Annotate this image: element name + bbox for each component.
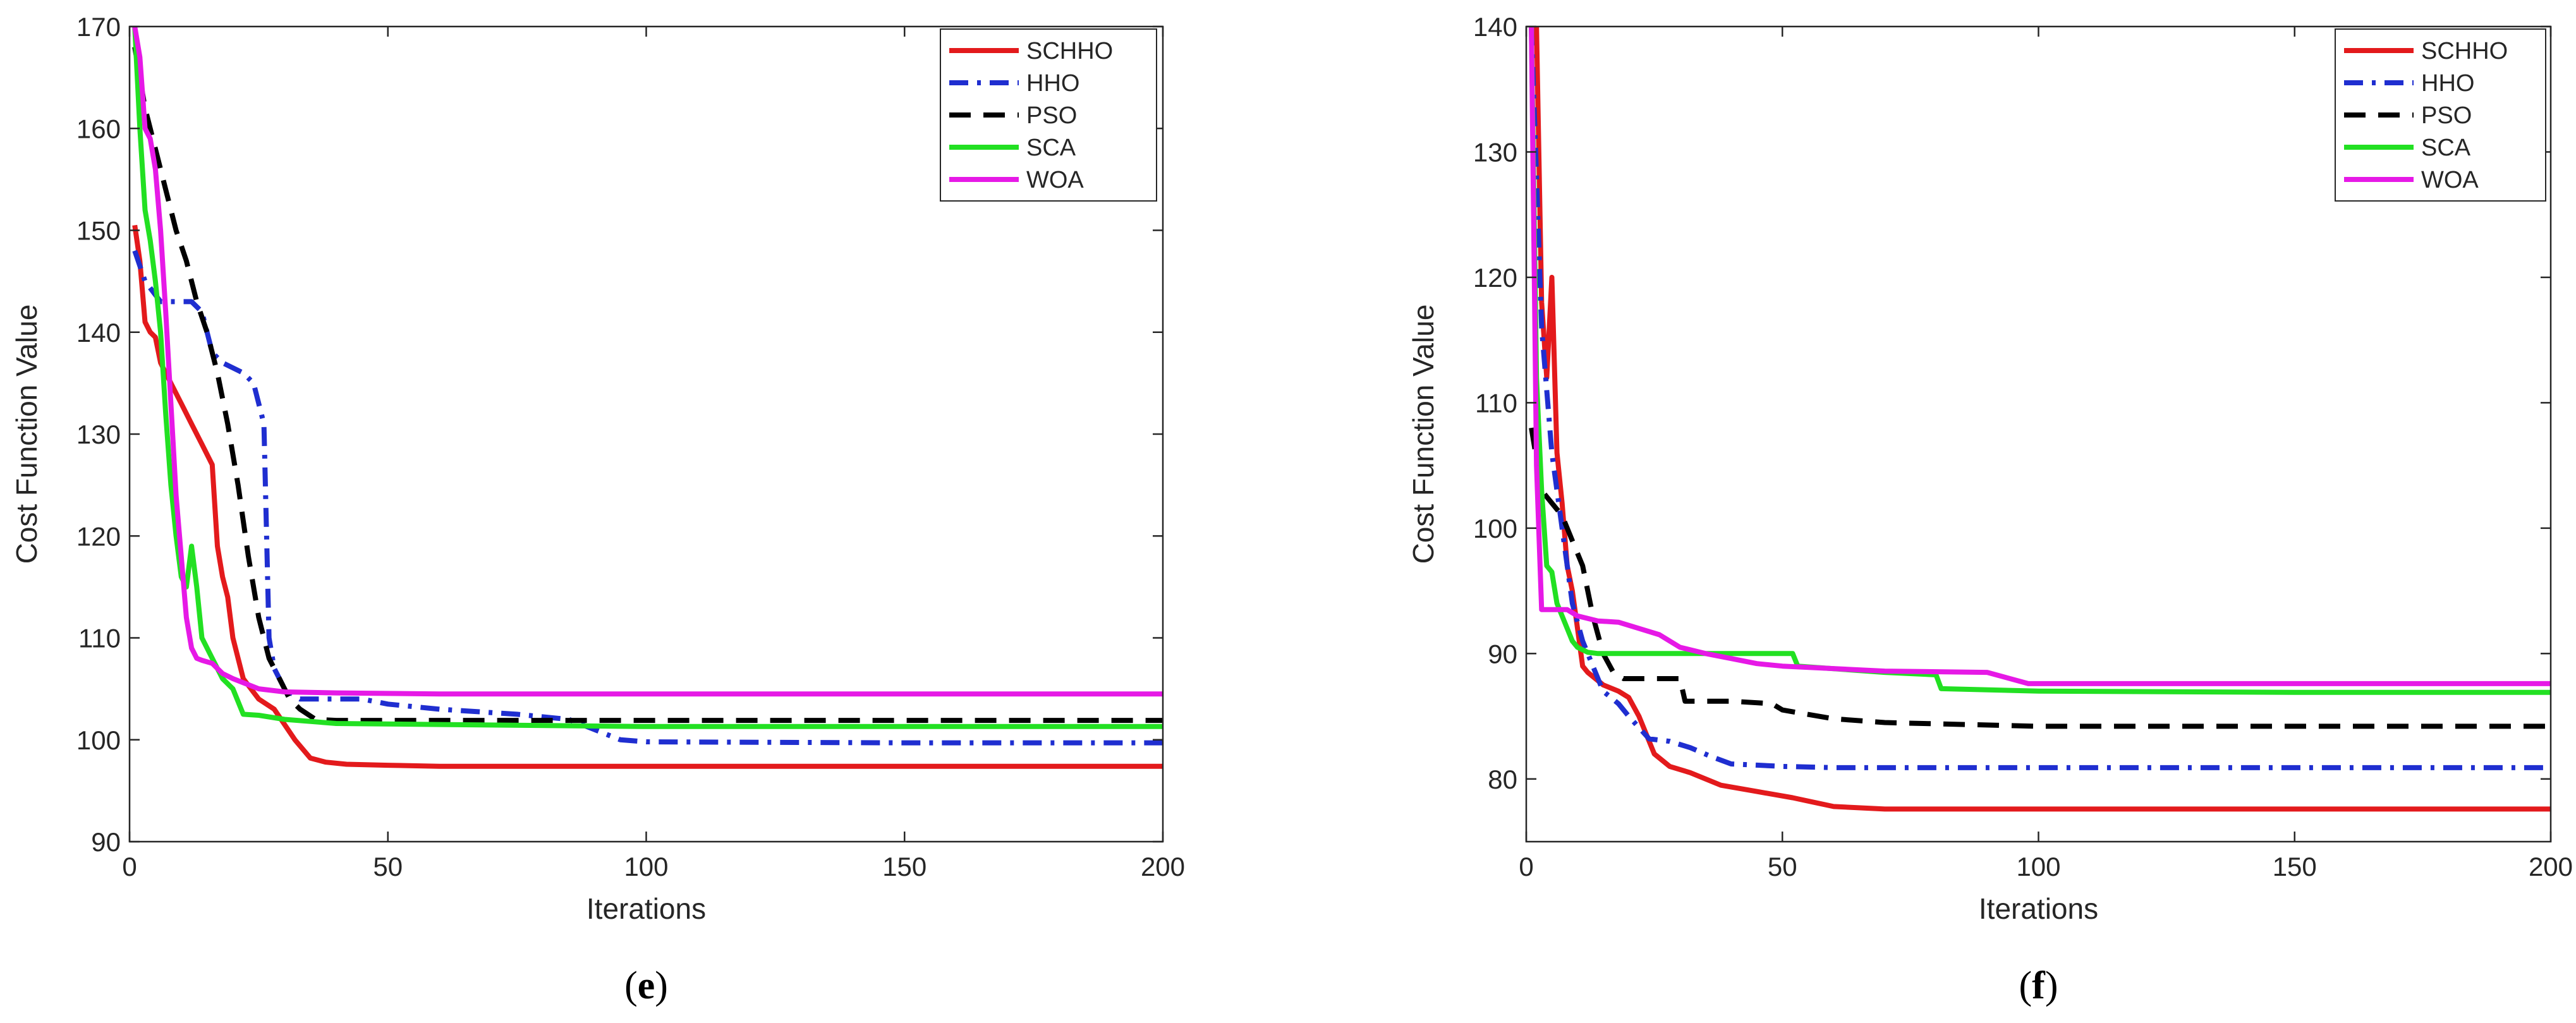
legend: SCHHO HHO PSO SCA WOA bbox=[2335, 28, 2546, 202]
x-tick-label: 100 bbox=[624, 852, 668, 881]
y-tick-label: 90 bbox=[1488, 639, 1517, 669]
y-axis-label: Cost Function Value bbox=[1407, 305, 1440, 564]
y-tick-label: 120 bbox=[76, 521, 121, 551]
y-tick-label: 120 bbox=[1473, 263, 1517, 293]
caption-open: ( bbox=[624, 964, 638, 1007]
y-tick-label: 100 bbox=[1473, 514, 1517, 543]
y-tick-label: 130 bbox=[76, 420, 121, 449]
legend-label-pso: PSO bbox=[2421, 102, 2472, 129]
caption-close: ) bbox=[2045, 964, 2058, 1007]
y-tick-label: 90 bbox=[91, 827, 121, 857]
caption-letter: e bbox=[638, 964, 655, 1007]
y-tick-label: 80 bbox=[1488, 765, 1517, 794]
caption-close: ) bbox=[655, 964, 668, 1007]
y-tick-label: 110 bbox=[1475, 388, 1517, 418]
caption-letter: f bbox=[2032, 964, 2046, 1007]
x-axis-label: Iterations bbox=[1979, 892, 2098, 925]
legend-box bbox=[2335, 28, 2546, 202]
legend: SCHHO HHO PSO SCA WOA bbox=[940, 28, 1157, 202]
x-tick-label: 200 bbox=[2529, 852, 2573, 881]
legend-label-woa: WOA bbox=[2421, 167, 2479, 193]
x-tick-label: 100 bbox=[2016, 852, 2060, 881]
legend-label-hho: HHO bbox=[1026, 70, 1079, 97]
legend-label-sca: SCA bbox=[1026, 135, 1076, 161]
legend-box bbox=[940, 28, 1157, 202]
series-line-pso bbox=[1529, 427, 2551, 729]
chart-panel-e: 0 50 100 150 200 90 100 110 120 130 140 150 160 170 It… bbox=[10, 12, 1185, 1007]
y-tick-label: 160 bbox=[76, 114, 121, 143]
series-line-sca bbox=[132, 27, 1163, 729]
series-line-woa bbox=[132, 27, 1163, 697]
series-line-schho bbox=[132, 224, 1163, 769]
legend-label-pso: PSO bbox=[1026, 102, 1077, 129]
panel-caption: (e) bbox=[624, 964, 668, 1007]
chart-panel-f: 0 50 100 150 200 80 90 100 110 120 130 140 Iteration… bbox=[1407, 12, 2573, 1007]
y-axis-label: Cost Function Value bbox=[10, 305, 43, 564]
series-group bbox=[1529, 27, 2551, 812]
y-tick-label: 150 bbox=[76, 216, 121, 246]
series-line-sca bbox=[1529, 27, 2551, 695]
panel-caption: (f) bbox=[2019, 964, 2058, 1007]
series-group bbox=[132, 27, 1163, 769]
x-axis-label: Iterations bbox=[586, 892, 706, 925]
x-tick-label: 0 bbox=[122, 852, 137, 881]
legend-label-hho: HHO bbox=[2421, 70, 2474, 97]
series-line-woa bbox=[1529, 27, 2551, 686]
x-tick-label: 150 bbox=[882, 852, 927, 881]
y-tick-label: 130 bbox=[1473, 137, 1517, 167]
x-tick-label: 150 bbox=[2273, 852, 2317, 881]
legend-label-woa: WOA bbox=[1026, 167, 1084, 193]
x-tick-label: 0 bbox=[1519, 852, 1533, 881]
y-tick-label: 110 bbox=[78, 624, 121, 653]
x-tick-label: 50 bbox=[1768, 852, 1797, 881]
y-tick-label: 100 bbox=[76, 725, 121, 755]
y-tick-label: 140 bbox=[1473, 12, 1517, 42]
x-tick-label: 200 bbox=[1141, 852, 1185, 881]
y-tick-label: 170 bbox=[76, 12, 121, 42]
x-tick-label: 50 bbox=[373, 852, 403, 881]
series-line-hho bbox=[132, 250, 1163, 746]
legend-label-schho: SCHHO bbox=[2421, 38, 2508, 64]
legend-label-schho: SCHHO bbox=[1026, 38, 1113, 64]
caption-open: ( bbox=[2019, 964, 2032, 1007]
series-line-schho bbox=[1534, 27, 2551, 812]
series-line-pso bbox=[132, 46, 1163, 723]
y-tick-label: 140 bbox=[76, 318, 121, 348]
series-line-hho bbox=[1529, 27, 2551, 770]
legend-label-sca: SCA bbox=[2421, 135, 2471, 161]
